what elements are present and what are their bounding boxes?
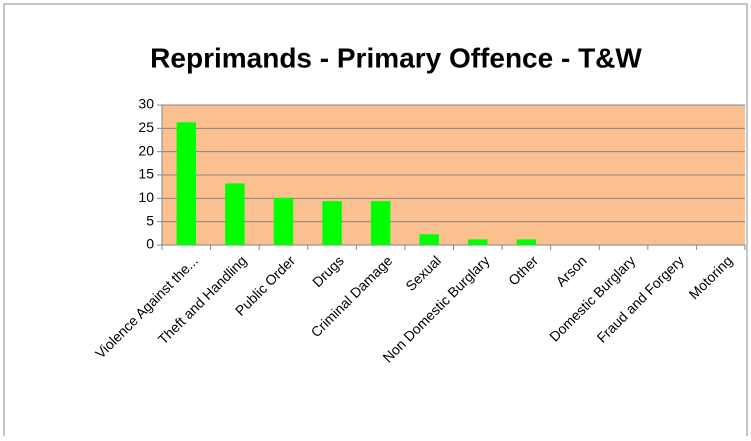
bar <box>468 239 488 245</box>
y-tick-label: 5 <box>146 212 154 228</box>
bar <box>176 122 197 245</box>
bar <box>419 234 439 245</box>
bar <box>225 183 245 245</box>
chart-title: Reprimands - Primary Offence - T&W <box>150 42 642 73</box>
y-tick-label: 20 <box>138 142 154 158</box>
bar <box>322 201 342 245</box>
bar <box>370 201 391 245</box>
bar <box>516 239 537 245</box>
y-tick-label: 10 <box>138 189 154 205</box>
y-tick-label: 15 <box>138 166 154 182</box>
bar <box>273 197 294 245</box>
y-tick-label: 25 <box>138 119 154 135</box>
y-tick-label: 30 <box>138 96 154 112</box>
y-tick-label: 0 <box>146 236 154 252</box>
